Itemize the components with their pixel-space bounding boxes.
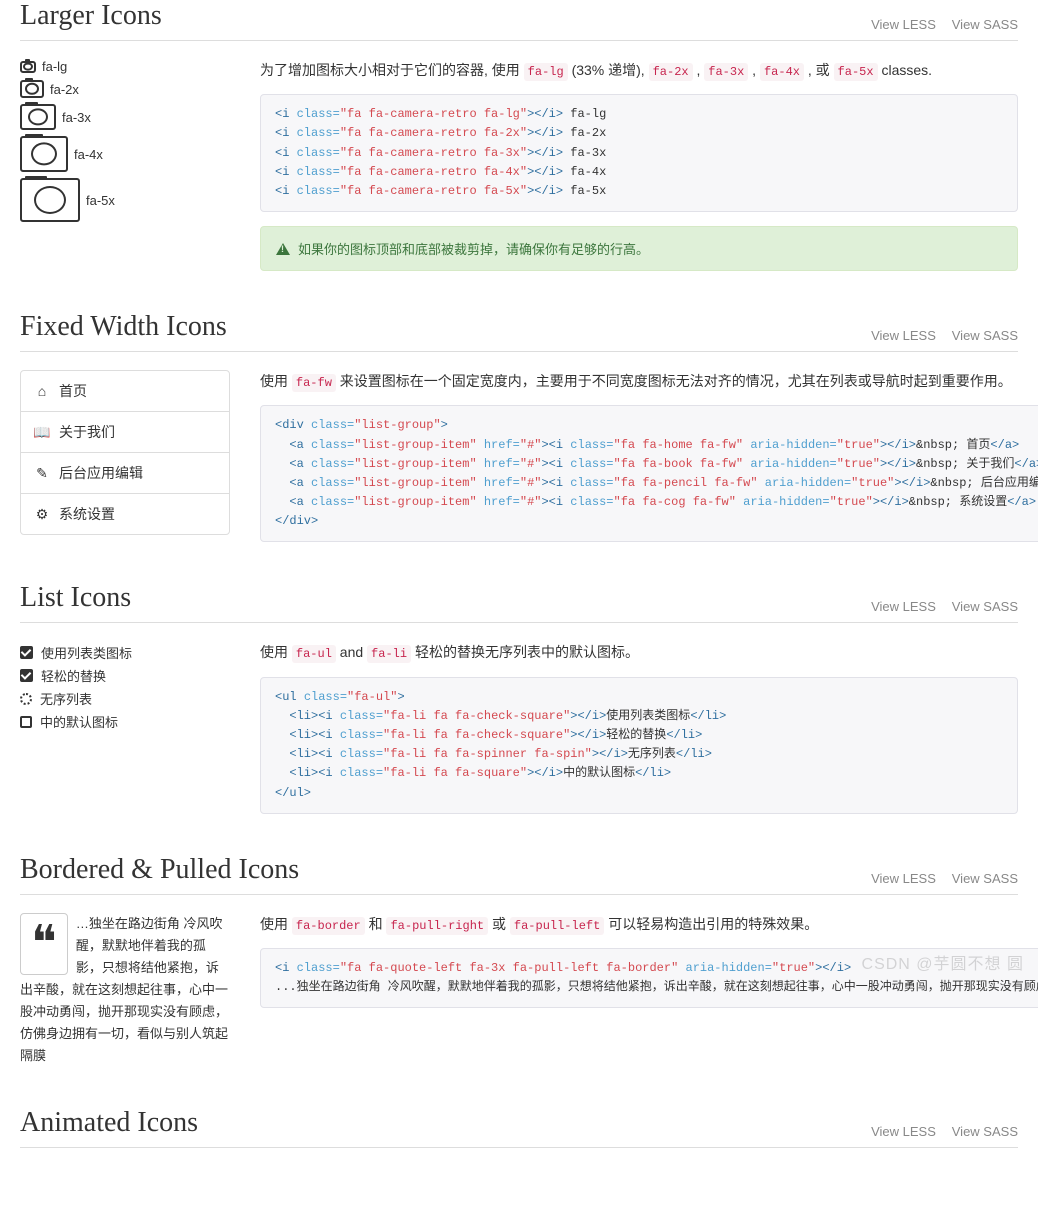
view-less-link[interactable]: View LESS bbox=[871, 1124, 936, 1139]
size-label: fa-3x bbox=[62, 110, 91, 125]
square-icon bbox=[20, 716, 32, 728]
view-less-link[interactable]: View LESS bbox=[871, 599, 936, 614]
section-fixed-width: Fixed Width Icons View LESS View SASS ⌂ 首… bbox=[20, 311, 1018, 542]
watermark: CSDN @芋圆不想 圆 bbox=[862, 950, 1024, 974]
nav-icon: ✎ bbox=[35, 465, 49, 482]
nav-icon: ⚙ bbox=[35, 506, 49, 523]
code-larger: <i class="fa fa-camera-retro fa-lg"></i>… bbox=[260, 94, 1018, 212]
code-list: <ul class="fa-ul"> <li><i class="fa-li f… bbox=[260, 677, 1018, 814]
view-links: View LESS View SASS bbox=[859, 16, 1018, 32]
list-item: 轻松的替换 bbox=[20, 664, 230, 687]
nav-item[interactable]: ⚙ 系统设置 bbox=[21, 494, 229, 534]
quote-left-icon: ❝ bbox=[20, 913, 68, 975]
nav-label: 关于我们 bbox=[59, 422, 115, 442]
check-icon bbox=[20, 669, 33, 682]
heading-fixed: Fixed Width Icons bbox=[20, 311, 227, 343]
size-label: fa-lg bbox=[42, 59, 67, 74]
size-label: fa-4x bbox=[74, 147, 103, 162]
section-list-icons: List Icons View LESS View SASS 使用列表类图标轻松… bbox=[20, 582, 1018, 813]
list-desc: 使用 fa-ul and fa-li 轻松的替换无序列表中的默认图标。 bbox=[260, 641, 1018, 664]
icon-size-row: fa-2x bbox=[20, 80, 230, 98]
spinner-icon bbox=[20, 693, 32, 705]
list-item: 无序列表 bbox=[20, 687, 230, 710]
nav-list-group: ⌂ 首页 📖 关于我们 ✎ 后台应用编辑 ⚙ 系统设置 bbox=[20, 370, 230, 535]
nav-label: 后台应用编辑 bbox=[59, 463, 143, 483]
heading-animated: Animated Icons bbox=[20, 1107, 198, 1139]
icon-size-list: fa-lg fa-2x fa-3x fa-4x fa-5x bbox=[20, 59, 230, 271]
bordered-desc: 使用 fa-border 和 fa-pull-right 或 fa-pull-l… bbox=[260, 913, 1038, 936]
icon-size-row: fa-4x bbox=[20, 136, 230, 172]
size-label: fa-2x bbox=[50, 82, 79, 97]
view-less-link[interactable]: View LESS bbox=[871, 17, 936, 32]
section-animated: Animated Icons View LESS View SASS bbox=[20, 1107, 1018, 1148]
size-label: fa-5x bbox=[86, 193, 115, 208]
view-sass-link[interactable]: View SASS bbox=[952, 871, 1018, 886]
warning-icon bbox=[276, 243, 290, 255]
section-larger-icons: Larger Icons View LESS View SASS fa-lgfa… bbox=[20, 0, 1018, 271]
nav-icon: 📖 bbox=[35, 424, 49, 441]
list-label: 使用列表类图标 bbox=[41, 643, 132, 662]
alert-success: 如果你的图标顶部和底部被裁剪掉，请确保你有足够的行高。 bbox=[260, 226, 1018, 271]
camera-retro-icon bbox=[20, 80, 44, 98]
view-sass-link[interactable]: View SASS bbox=[952, 17, 1018, 32]
view-sass-link[interactable]: View SASS bbox=[952, 328, 1018, 343]
list-label: 中的默认图标 bbox=[40, 712, 118, 731]
view-sass-link[interactable]: View SASS bbox=[952, 599, 1018, 614]
larger-desc: 为了增加图标大小相对于它们的容器, 使用 fa-lg (33% 递增), fa-… bbox=[260, 59, 1018, 82]
nav-icon: ⌂ bbox=[35, 383, 49, 399]
icon-size-row: fa-5x bbox=[20, 178, 230, 222]
view-less-link[interactable]: View LESS bbox=[871, 328, 936, 343]
list-label: 轻松的替换 bbox=[41, 666, 106, 685]
heading-larger: Larger Icons bbox=[20, 0, 162, 32]
icon-size-row: fa-3x bbox=[20, 104, 230, 130]
nav-item[interactable]: ⌂ 首页 bbox=[21, 371, 229, 412]
heading-bordered: Bordered & Pulled Icons bbox=[20, 854, 299, 886]
fixed-desc: 使用 fa-fw 来设置图标在一个固定宽度内，主要用于不同宽度图标无法对齐的情况… bbox=[260, 370, 1038, 393]
alert-text: 如果你的图标顶部和底部被裁剪掉，请确保你有足够的行高。 bbox=[298, 239, 649, 258]
nav-item[interactable]: ✎ 后台应用编辑 bbox=[21, 453, 229, 494]
camera-retro-icon bbox=[20, 104, 56, 130]
list-item: 中的默认图标 bbox=[20, 710, 230, 733]
heading-list: List Icons bbox=[20, 582, 131, 614]
code-fixed: <div class="list-group"> <a class="list-… bbox=[260, 405, 1038, 542]
camera-retro-icon bbox=[20, 61, 36, 73]
quote-example: ❝ …独坐在路边街角 冷风吹醒，默默地伴着我的孤影，只想将结他紧抱，诉出辛酸，就… bbox=[20, 913, 230, 1068]
view-sass-link[interactable]: View SASS bbox=[952, 1124, 1018, 1139]
nav-label: 首页 bbox=[59, 381, 87, 401]
list-label: 无序列表 bbox=[40, 689, 92, 708]
camera-retro-icon bbox=[20, 136, 68, 172]
check-icon bbox=[20, 646, 33, 659]
view-less-link[interactable]: View LESS bbox=[871, 871, 936, 886]
nav-label: 系统设置 bbox=[59, 504, 115, 524]
list-item: 使用列表类图标 bbox=[20, 641, 230, 664]
icon-size-row: fa-lg bbox=[20, 59, 230, 74]
section-header: Larger Icons View LESS View SASS bbox=[20, 0, 1018, 41]
nav-item[interactable]: 📖 关于我们 bbox=[21, 412, 229, 453]
camera-retro-icon bbox=[20, 178, 80, 222]
example-list: 使用列表类图标轻松的替换无序列表中的默认图标 bbox=[20, 641, 230, 733]
